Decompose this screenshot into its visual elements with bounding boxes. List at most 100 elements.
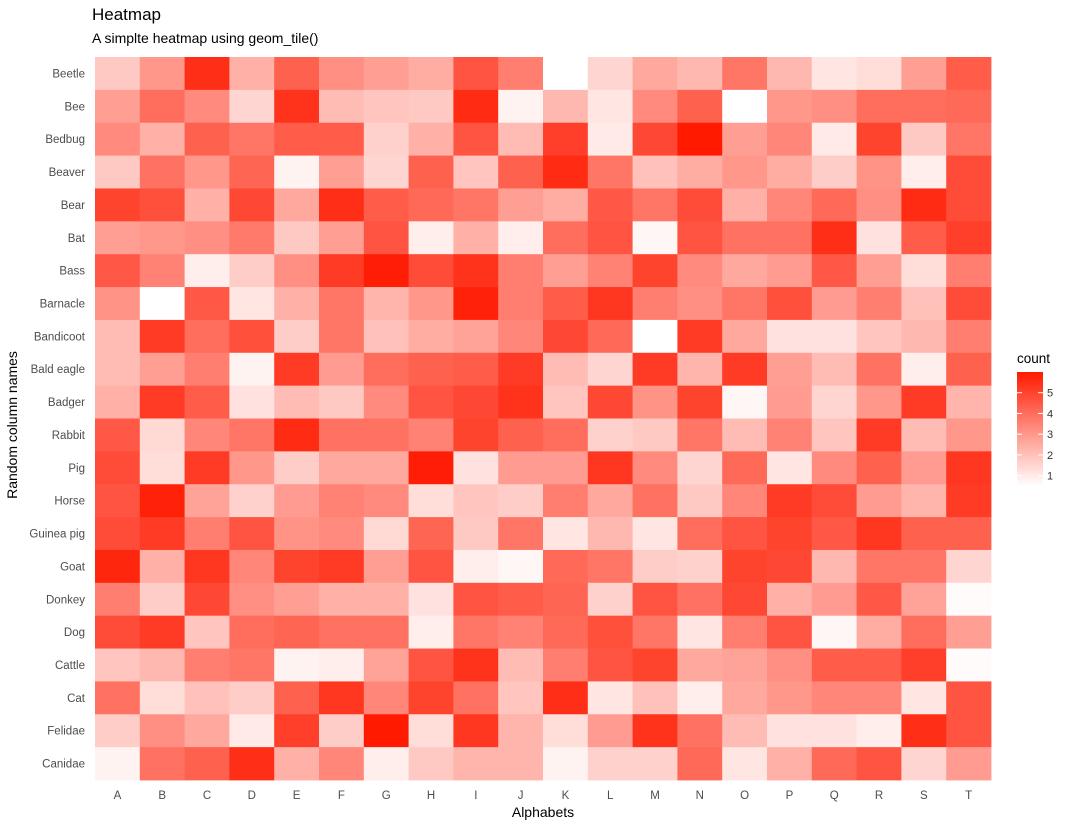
heatmap-tile <box>498 221 544 255</box>
heatmap-tile <box>319 549 365 584</box>
heatmap-tile <box>274 319 320 354</box>
heatmap-tile <box>363 418 409 452</box>
heatmap-tile <box>811 714 857 748</box>
heatmap-tile <box>632 254 678 288</box>
heatmap-tile <box>543 221 589 255</box>
heatmap-tile <box>184 89 230 124</box>
heatmap-tile <box>139 484 185 518</box>
heatmap-tile <box>319 89 365 124</box>
heatmap-tile <box>722 582 768 617</box>
heatmap-tile <box>274 517 320 551</box>
heatmap-tile <box>139 681 185 715</box>
y-tick-label: Rabbit <box>52 430 86 442</box>
heatmap-tile <box>229 122 275 156</box>
heatmap-tile <box>319 484 365 518</box>
heatmap-tile <box>184 648 230 682</box>
heatmap-tile <box>722 254 768 288</box>
heatmap-tile <box>767 122 813 156</box>
heatmap-tile <box>319 747 365 781</box>
heatmap-tile <box>901 287 947 321</box>
heatmap-tile <box>363 319 409 354</box>
heatmap-tile <box>677 287 723 321</box>
heatmap-tile <box>498 122 544 156</box>
x-tick-label: G <box>382 790 391 802</box>
heatmap-tile <box>856 582 902 617</box>
heatmap-tile <box>767 89 813 124</box>
x-tick-label: Q <box>830 790 839 802</box>
heatmap-tile <box>95 714 141 748</box>
heatmap-tile <box>139 451 185 485</box>
heatmap-tile <box>587 57 633 91</box>
heatmap-tile <box>811 582 857 617</box>
heatmap-tile <box>811 681 857 715</box>
heatmap-tile <box>767 155 813 189</box>
heatmap-tile <box>229 385 275 419</box>
heatmap-tile <box>363 648 409 682</box>
heatmap-tile <box>453 418 499 452</box>
heatmap-tile <box>95 319 141 354</box>
heatmap-tile <box>811 57 857 91</box>
heatmap-tile <box>722 57 768 91</box>
heatmap-tile <box>453 615 499 649</box>
heatmap-tile <box>946 352 992 387</box>
heatmap-tile <box>319 517 365 551</box>
chart-title: Heatmap <box>92 5 161 24</box>
heatmap-tile <box>498 747 544 781</box>
heatmap-tile <box>767 714 813 748</box>
heatmap-tile <box>363 352 409 387</box>
heatmap-tile <box>767 418 813 452</box>
heatmap-tile <box>498 155 544 189</box>
heatmap-tile <box>901 122 947 156</box>
heatmap-tile <box>901 254 947 288</box>
heatmap-tile <box>274 254 320 288</box>
heatmap-tile <box>95 747 141 781</box>
heatmap-tile <box>677 57 723 91</box>
heatmap-tile <box>408 418 454 452</box>
heatmap-tile <box>363 57 409 91</box>
heatmap-tile <box>139 221 185 255</box>
heatmap-tile <box>677 122 723 156</box>
x-tick-label: I <box>474 790 477 802</box>
heatmap-tile <box>363 287 409 321</box>
heatmap-tile <box>408 287 454 321</box>
heatmap-tile <box>139 319 185 354</box>
heatmap-tile <box>677 451 723 485</box>
heatmap-tile <box>677 648 723 682</box>
y-tick-label: Badger <box>48 397 85 409</box>
heatmap-tile <box>543 385 589 419</box>
heatmap-tile <box>498 418 544 452</box>
heatmap-tile <box>767 549 813 584</box>
heatmap-tile <box>722 681 768 715</box>
y-tick-label: Cat <box>67 693 86 705</box>
heatmap-tile <box>229 681 275 715</box>
heatmap-tile <box>901 747 947 781</box>
heatmap-tile <box>811 484 857 518</box>
heatmap-tile <box>587 418 633 452</box>
heatmap-tile <box>946 287 992 321</box>
heatmap-tile <box>229 648 275 682</box>
heatmap-tile <box>408 582 454 617</box>
heatmap-tile <box>408 155 454 189</box>
heatmap-tile <box>632 451 678 485</box>
heatmap-tile <box>722 221 768 255</box>
heatmap-tile <box>677 89 723 124</box>
x-tick-label: M <box>650 790 660 802</box>
heatmap-tile <box>184 484 230 518</box>
heatmap-tile <box>856 747 902 781</box>
heatmap-tile <box>363 451 409 485</box>
heatmap-tile <box>184 188 230 222</box>
heatmap-tile <box>901 681 947 715</box>
x-axis-ticks: A B C D E F G H I J K L M N O P Q R S T <box>114 790 973 802</box>
heatmap-tile <box>229 549 275 584</box>
heatmap-tile <box>274 221 320 255</box>
heatmap-tile <box>453 57 499 91</box>
heatmap-tile <box>946 418 992 452</box>
heatmap-tile <box>319 352 365 387</box>
heatmap-tile <box>632 517 678 551</box>
heatmap-tile <box>408 122 454 156</box>
legend-tick-label: 3 <box>1047 429 1053 441</box>
heatmap-tile <box>543 549 589 584</box>
heatmap-tile <box>274 648 320 682</box>
heatmap-tile <box>498 451 544 485</box>
